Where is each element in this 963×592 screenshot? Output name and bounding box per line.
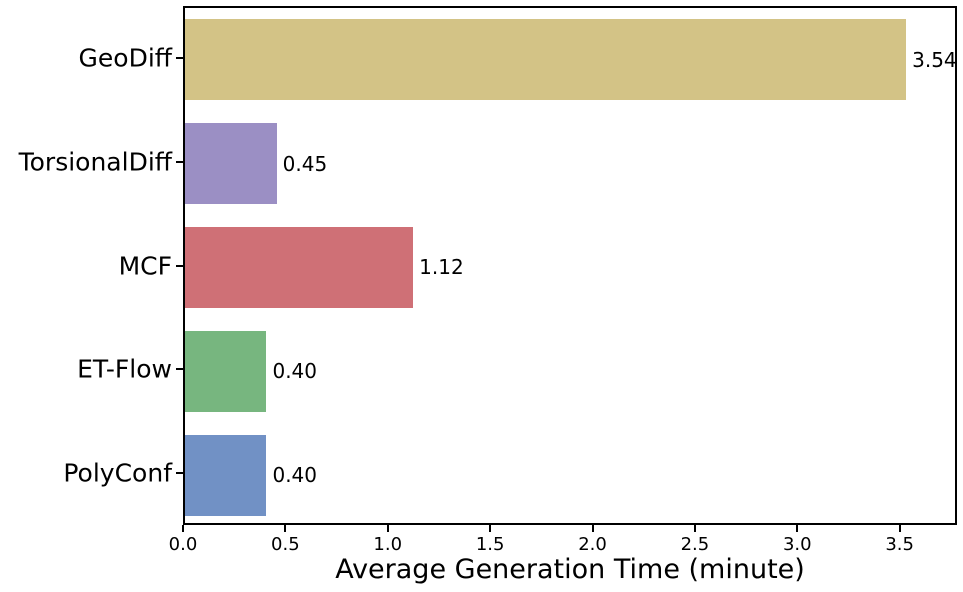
ytick-label-torsionaldiff: TorsionalDiff [18,147,172,177]
x-axis-label: Average Generation Time (minute) [335,554,805,585]
bar-value-geodiff: 3.54 [912,47,957,72]
bar-row-mcf: 1.12 [185,216,955,320]
xtick-label-3.0: 3.0 [782,534,812,555]
xtick-label-2.5: 2.5 [680,534,710,555]
bar-row-torsionaldiff: 0.45 [185,112,955,216]
bar-et-flow [185,330,267,412]
xtick-mark-3.0 [796,525,799,532]
bar-geodiff [185,19,907,101]
xtick-mark-2.0 [591,525,594,532]
bar-torsionaldiff [185,123,277,205]
xtick-mark-1.0 [386,525,389,532]
bar-row-polyconf: 0.40 [185,423,955,527]
xtick-label-1.0: 1.0 [373,534,403,555]
xtick-label-0.0: 0.0 [168,534,198,555]
bar-row-et-flow: 0.40 [185,319,955,423]
ytick-label-et-flow: ET-Flow [77,354,172,384]
ytick-mark-torsionaldiff [176,160,183,163]
ytick-label-mcf: MCF [118,251,172,280]
bar-value-polyconf: 0.40 [272,463,317,488]
ytick-mark-geodiff [176,56,183,59]
ytick-mark-polyconf [176,472,183,475]
xtick-mark-3.5 [898,525,901,532]
xtick-mark-0.0 [182,525,184,532]
ytick-label-geodiff: GeoDiff [78,43,172,73]
bar-mcf [185,227,414,308]
ytick-label-polyconf: PolyConf [63,458,172,488]
bar-value-et-flow: 0.40 [272,359,317,384]
bar-row-geodiff: 3.54 [185,8,957,112]
bar-value-torsionaldiff: 0.45 [282,151,328,176]
xtick-label-2.0: 2.0 [578,534,607,555]
bar-value-mcf: 1.12 [419,255,464,280]
ytick-mark-et-flow [176,368,183,371]
bar-polyconf [185,434,267,516]
ytick-mark-mcf [176,264,183,267]
plot-area: 3.54 0.45 1.12 0.40 0.40 [183,6,957,525]
xtick-label-3.5: 3.5 [885,534,914,555]
xtick-mark-2.5 [693,525,696,532]
xtick-label-1.5: 1.5 [475,534,505,555]
xtick-mark-1.5 [489,525,492,532]
xtick-mark-0.5 [284,525,287,532]
xtick-label-0.5: 0.5 [271,534,300,555]
